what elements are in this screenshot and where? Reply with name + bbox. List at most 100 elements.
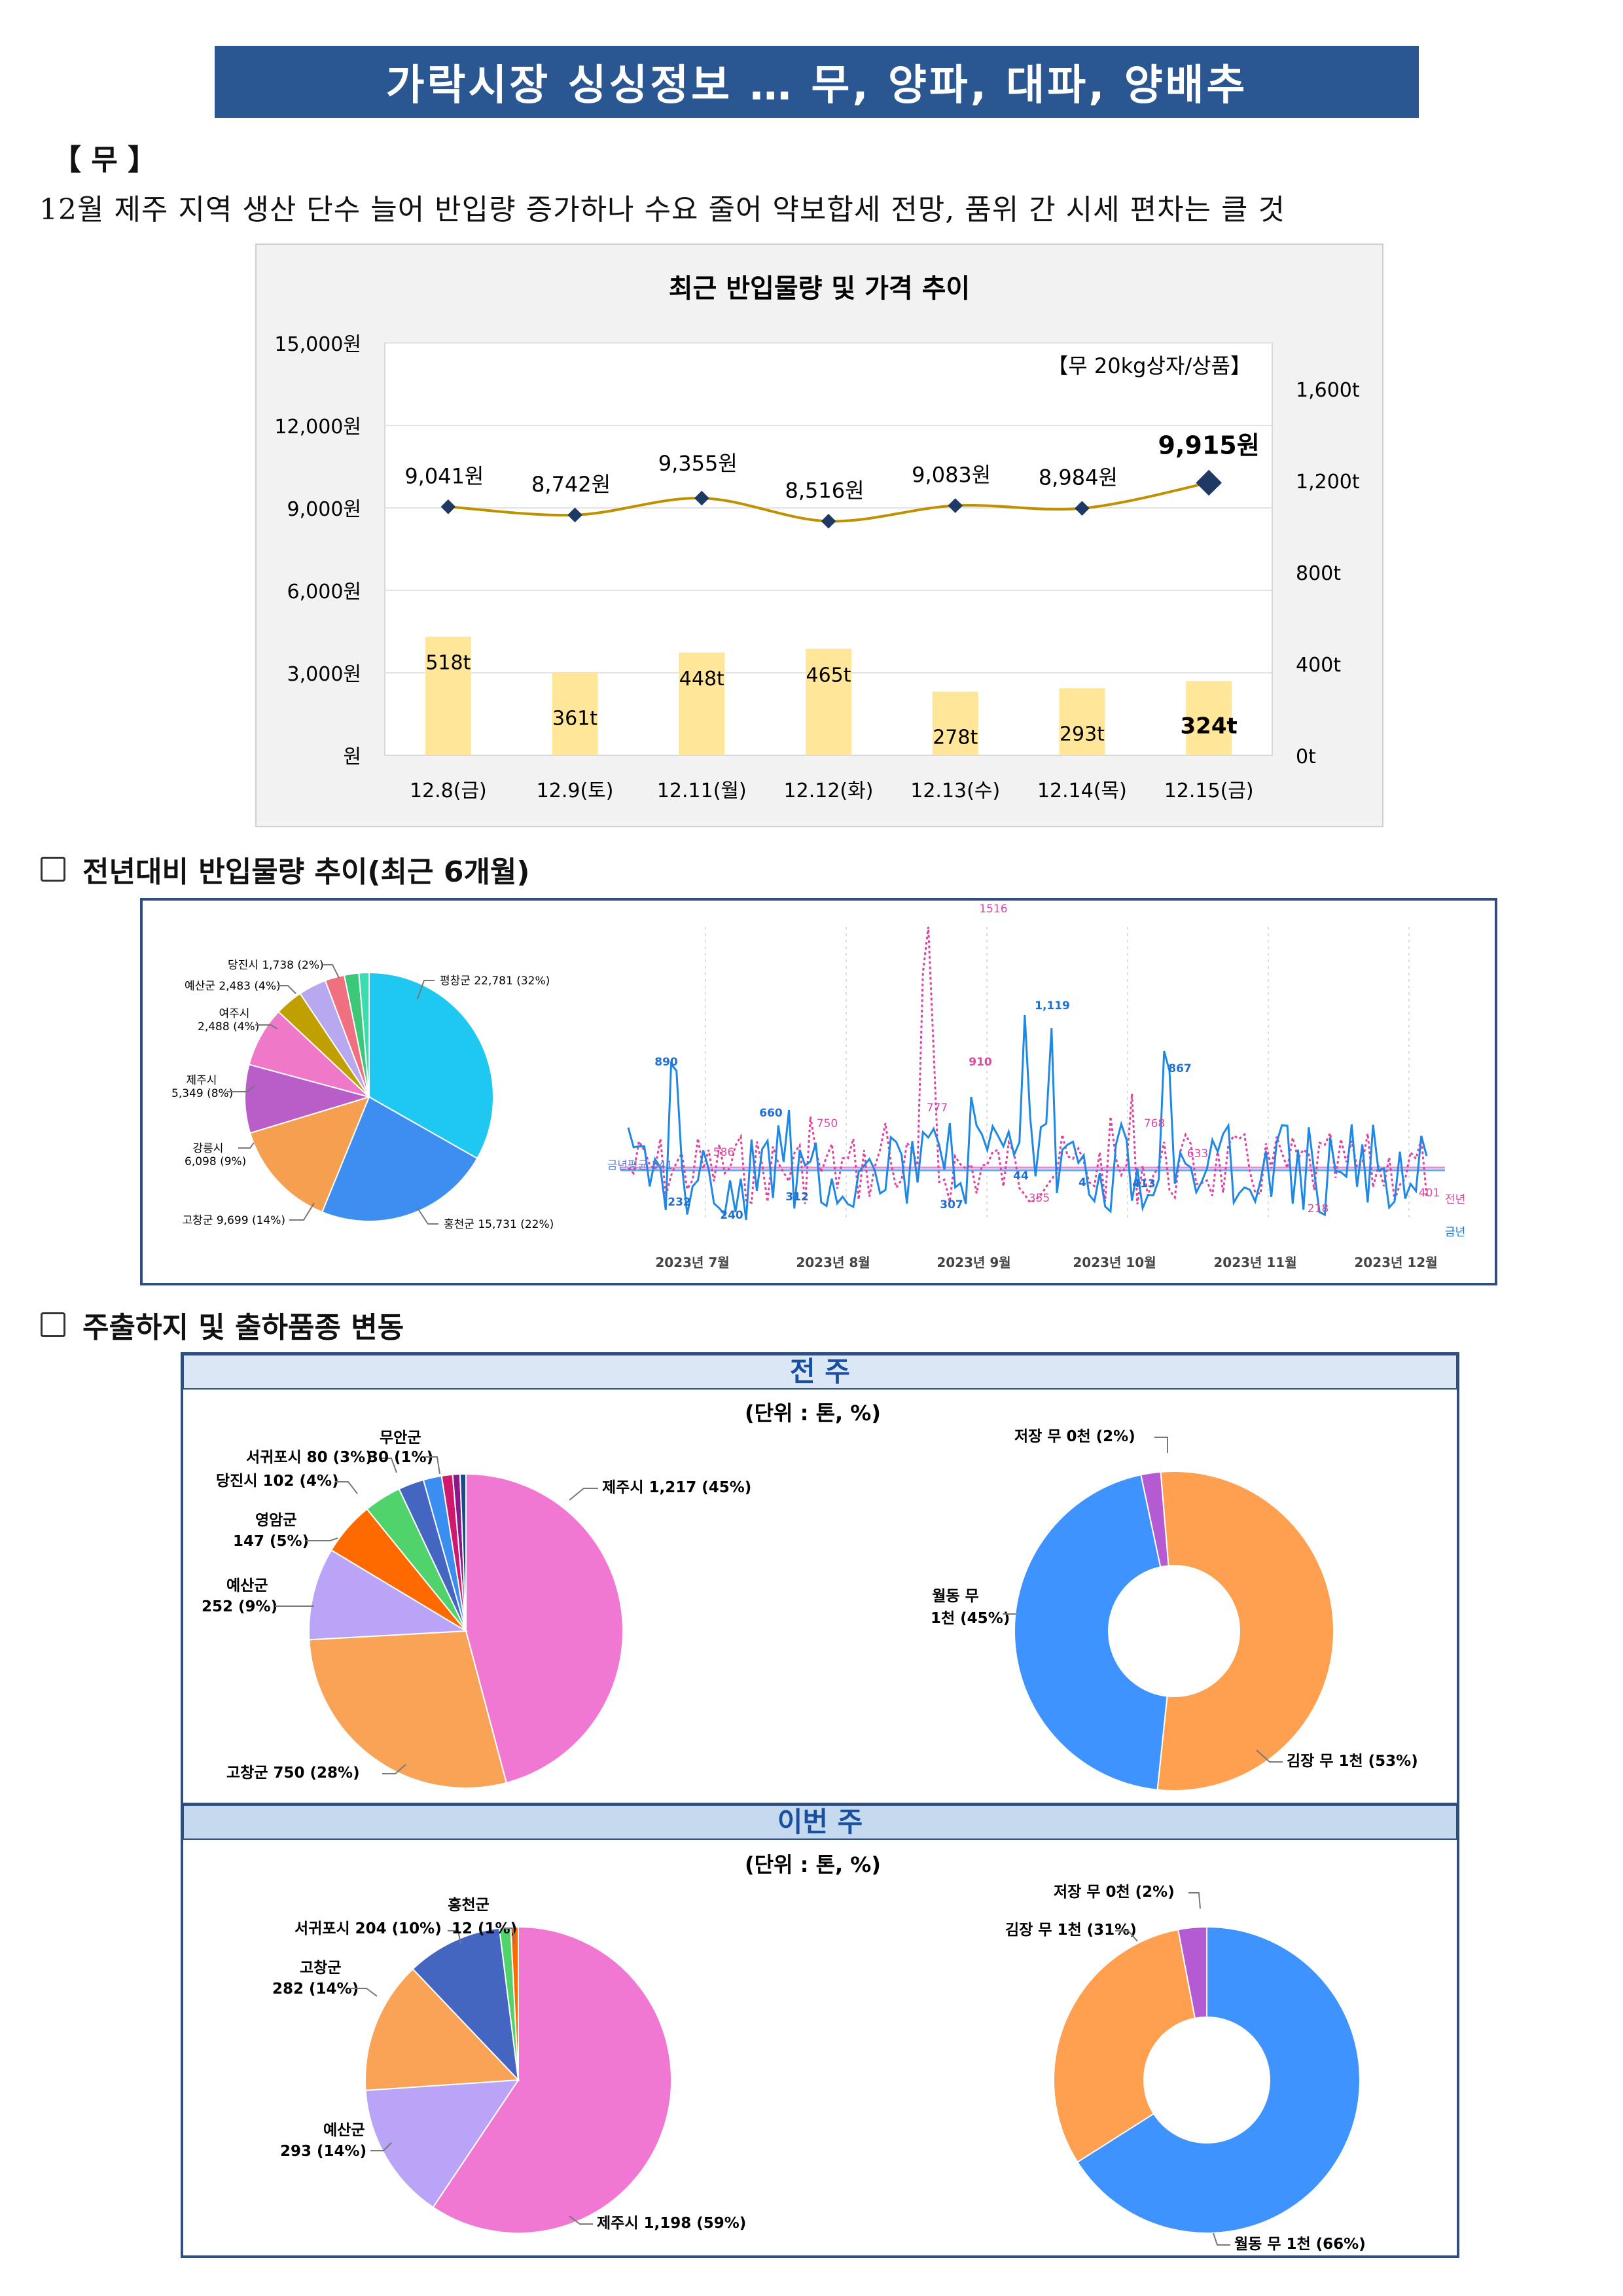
prev-year-line — [627, 926, 1428, 1205]
volume-bar — [679, 653, 725, 755]
region-pie-slice — [321, 1096, 478, 1222]
leader-line — [277, 985, 296, 994]
trend-annotation: 44 — [1013, 1170, 1029, 1183]
pie-label: 252 (9%) — [202, 1598, 277, 1615]
leader-line — [417, 1208, 438, 1225]
leader-line — [382, 1764, 406, 1774]
trend-panel: 평창군 22,781 (32%) 홍천군 15,731 (22%) 고창군 9,69… — [140, 898, 1497, 1285]
left-tick-label: 9,000원 — [287, 498, 361, 521]
pie-label: 홍천군 15,731 (22%) — [444, 1218, 554, 1231]
curr-year-legend: 금년 — [1445, 1226, 1465, 1239]
volume-bar — [425, 636, 471, 755]
right-tick-label: 0t — [1296, 745, 1316, 768]
pie-label: 282 (14%) — [272, 1981, 359, 1998]
prev-region-pie-slice — [459, 1473, 467, 1632]
region-pie-slice — [244, 1064, 372, 1134]
right-tick-label: 1,600t — [1296, 379, 1360, 402]
month-tick-label: 2023년 7월 — [655, 1255, 729, 1270]
trend-annotation: 1,119 — [1035, 999, 1070, 1013]
bar-data-label: 278t — [933, 726, 978, 749]
pie-label: 예산군 — [226, 1577, 268, 1594]
region-pie-slice — [358, 971, 370, 1098]
price-volume-chart-panel: 최근 반입물량 및 가격 추이 15,000원 12,000원 9,000원 6,000… — [255, 243, 1383, 827]
leader-line — [349, 1988, 378, 1997]
pie-label: 김장 무 1천 (53%) — [1287, 1753, 1418, 1770]
trend-annotation: 768 — [1144, 1117, 1165, 1130]
unit-label: (단위 : 톤, %) — [745, 1401, 881, 1426]
category-label: 12.8(금) — [410, 780, 487, 802]
shipping-charts: 전 주이번 주 (단위 : 톤, %) (단위 : 톤, %) 제주시 1,217 (… — [183, 1354, 1457, 2253]
pie-label: 제주시 — [187, 1074, 217, 1087]
bar-data-label: 465t — [806, 664, 851, 687]
month-tick-label: 2023년 11월 — [1213, 1255, 1296, 1270]
trend-annotation: 413 — [1132, 1177, 1156, 1191]
right-tick-label: 1,200t — [1296, 471, 1360, 493]
month-tick-label: 2023년 8월 — [796, 1255, 870, 1270]
pie-label: 2,488 (4%) — [198, 1020, 259, 1033]
trend-annotation: 355 — [1029, 1192, 1050, 1205]
chart-note: 【무 20kg상자/상품】 — [1047, 353, 1251, 378]
pie-label: 서귀포시 80 (3%) — [246, 1449, 372, 1466]
pie-label: 고창군 9,699 (14%) — [183, 1214, 285, 1227]
price-point — [567, 507, 582, 523]
curr-region-pie-slice — [510, 1926, 519, 2081]
category-label: 12.9(토) — [537, 780, 614, 802]
category-label: 12.13(수) — [910, 780, 1000, 802]
region-pie-slice — [249, 1096, 370, 1213]
shipping-heading-text: 주출하지 및 출하품종 변동 — [82, 1311, 404, 1344]
leader-line — [335, 1481, 358, 1494]
pie-label: 당진시 102 (4%) — [216, 1473, 339, 1490]
price-point — [1075, 501, 1090, 516]
category-label: 12.14(목) — [1037, 780, 1127, 802]
price-data-label: 8,742원 — [531, 472, 611, 497]
price-point — [694, 490, 709, 506]
curr-variety-donut-slice — [1177, 1926, 1207, 2019]
curr-week-title: 이번 주 — [777, 1806, 863, 1838]
leader-line — [425, 1456, 440, 1475]
trend-annotation: 401 — [1419, 1187, 1440, 1200]
volume-bar — [1186, 681, 1232, 755]
trend-annotation: 240 — [720, 1209, 743, 1222]
trend-annotation: 1516 — [979, 903, 1007, 916]
pie-label: 제주시 1,217 (45%) — [602, 1479, 751, 1496]
prev-week-title: 전 주 — [790, 1355, 850, 1388]
left-tick-label: 15,000원 — [274, 333, 361, 356]
leader-line — [1154, 1437, 1168, 1453]
pie-label: 당진시 1,738 (2%) — [228, 959, 324, 972]
prev-variety-donut-slice — [1014, 1474, 1168, 1791]
trend-annotation: 910 — [969, 1056, 992, 1069]
volume-bar — [1059, 688, 1105, 755]
trend-heading: 전년대비 반입물량 추이(최근 6개월) — [41, 848, 530, 890]
pie-label: 5,349 (8%) — [171, 1087, 233, 1100]
curr-year-line — [627, 1014, 1428, 1221]
chart-title: 최근 반입물량 및 가격 추이 — [669, 274, 971, 304]
pie-label: 고창군 750 (28%) — [226, 1765, 360, 1782]
prev-region-pie-slice — [308, 1549, 469, 1641]
region-pie-slice — [248, 1011, 370, 1098]
pie-label: 강릉시 — [193, 1142, 224, 1155]
prev-region-pie-slice — [465, 1473, 624, 1784]
curr-variety-donut-slice — [1077, 1926, 1361, 2234]
shipping-heading: 주출하지 및 출하품종 변동 — [41, 1304, 404, 1346]
prev-variety-donut-slice — [1156, 1471, 1334, 1791]
left-tick-label: 6,000원 — [287, 581, 361, 603]
headline: 12월 제주 지역 생산 단수 늘어 반입량 증가하나 수요 줄어 약보합세 전… — [39, 193, 1285, 226]
leader-line — [323, 964, 340, 978]
trend-annotation: 890 — [654, 1056, 678, 1069]
volume-bar — [932, 691, 978, 755]
curr-region-pie-slice — [365, 2079, 520, 2208]
shipping-panel: 전 주 이번 주 (단위 : 톤, %) (단위 : 톤, %) 제주시 1,217 (… — [181, 1352, 1459, 2258]
pie-label: 예산군 — [323, 2122, 365, 2139]
trend-heading-text: 전년대비 반입물량 추이(최근 6개월) — [82, 855, 530, 889]
leader-line — [1188, 1892, 1201, 1909]
pie-label: 무안군 — [380, 1429, 421, 1446]
volume-bar — [552, 672, 598, 755]
trend-annotation: 금년평균 541 — [607, 1159, 673, 1172]
price-data-label: 9,041원 — [404, 463, 484, 488]
title-banner: 가락시장 싱싱정보 … 무, 양파, 대파, 양배추 — [215, 46, 1419, 118]
trend-annotation: 777 — [927, 1102, 948, 1115]
checkbox-icon — [41, 1312, 65, 1337]
pie-label: 영암군 — [255, 1512, 296, 1529]
pie-label: 30 (1%) — [368, 1449, 433, 1466]
panel-header-bar — [183, 1354, 1457, 1390]
